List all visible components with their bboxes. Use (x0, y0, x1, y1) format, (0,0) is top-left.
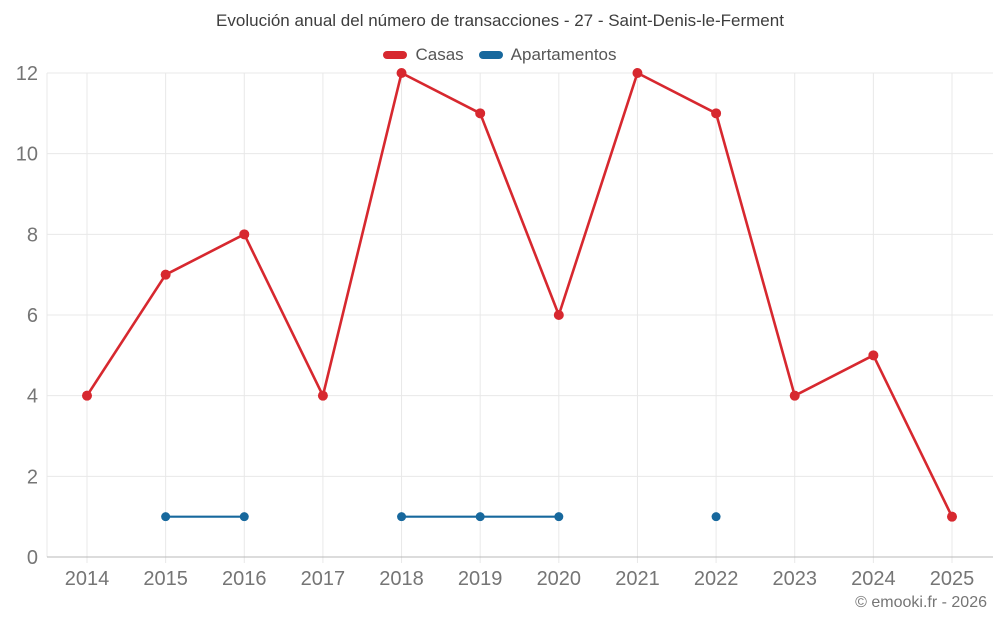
legend-label-apartamentos: Apartamentos (510, 45, 617, 64)
y-tick-label: 2 (27, 466, 38, 488)
casas-point-2025 (947, 511, 957, 522)
casas-point-2020 (553, 310, 564, 320)
x-tick-label: 2017 (301, 568, 346, 590)
casas-point-2018 (396, 68, 407, 78)
x-tick-label: 2022 (694, 568, 739, 590)
y-tick-label: 10 (16, 144, 38, 166)
legend-item-casas[interactable]: Casas (383, 45, 464, 65)
casas-point-2024 (868, 350, 879, 361)
x-tick-label: 2016 (222, 568, 267, 590)
x-tick-label: 2025 (930, 568, 975, 590)
apartamentos-point-2020 (554, 512, 564, 522)
casas-point-2021 (632, 68, 643, 78)
x-tick-label: 2021 (615, 568, 660, 590)
apartamentos-point-2022 (711, 512, 721, 522)
x-tick-label: 2019 (458, 568, 503, 590)
casas-point-2015 (160, 269, 171, 280)
y-tick-label: 12 (16, 63, 38, 85)
apartamentos-point-2015 (161, 512, 171, 522)
legend-item-apartamentos[interactable]: Apartamentos (478, 45, 617, 65)
casas-line (85, 71, 954, 518)
apartamentos-point-2016 (239, 512, 249, 522)
x-tick-label: 2020 (537, 568, 582, 590)
y-tick-label: 6 (27, 305, 38, 327)
x-tick-label: 2015 (143, 568, 188, 590)
y-tick-label: 8 (27, 224, 38, 246)
y-axis-labels: 0 2 4 6 8 10 12 (16, 63, 38, 569)
apartamentos-color-swatch-icon (478, 51, 503, 59)
y-tick-label: 4 (27, 386, 38, 408)
gridlines (46, 72, 993, 563)
legend-label-casas: Casas (415, 45, 464, 64)
x-axis-labels: 2014 2015 2016 2017 2018 2019 2020 2021 2022 2023… (65, 568, 975, 590)
casas-point-2017 (317, 390, 328, 401)
apartamentos-series (161, 512, 721, 522)
legend: Casas Apartamentos (0, 45, 1000, 65)
x-tick-label: 2023 (772, 568, 817, 590)
x-tick-label: 2014 (65, 568, 110, 590)
casas-point-2014 (82, 390, 92, 401)
x-tick-label: 2024 (851, 568, 896, 590)
casas-point-2016 (239, 229, 250, 240)
apartamentos-point-2018 (397, 512, 407, 522)
casas-color-swatch-icon (383, 51, 408, 59)
casas-point-2023 (789, 390, 800, 401)
chart-title: Evolución anual del número de transaccio… (216, 11, 784, 30)
x-tick-label: 2018 (379, 568, 424, 590)
casas-point-2022 (711, 108, 722, 119)
watermark: © emooki.fr - 2026 (855, 594, 987, 611)
casas-series (82, 68, 957, 522)
casas-point-2019 (475, 108, 486, 119)
apartamentos-point-2019 (475, 512, 485, 522)
y-tick-label: 0 (27, 547, 38, 569)
